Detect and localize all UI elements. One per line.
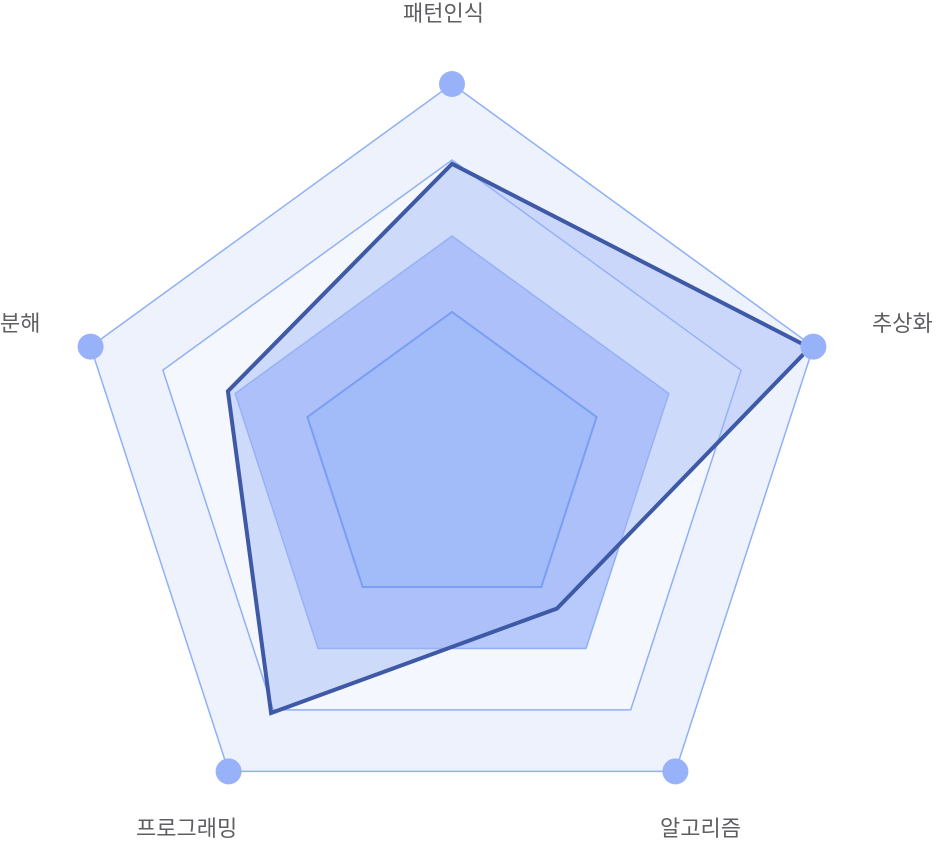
- grid-ring-40: [306, 310, 598, 588]
- axis-label-pattern-recognition: 패턴인식: [403, 2, 484, 27]
- axis-label-programming: 프로그래밍: [136, 817, 238, 842]
- axis-marker-0: [439, 71, 465, 97]
- series-area-0: [225, 161, 814, 716]
- axis-label-decomposition: 분해: [0, 312, 41, 337]
- axis-label-algorithm: 알고리즘: [660, 817, 741, 842]
- axis-marker-1: [800, 333, 827, 360]
- axis-marker-3: [215, 758, 242, 785]
- axis-label-abstraction: 추상화: [872, 312, 933, 337]
- axis-marker-2: [662, 758, 689, 785]
- axis-marker-4: [77, 333, 104, 360]
